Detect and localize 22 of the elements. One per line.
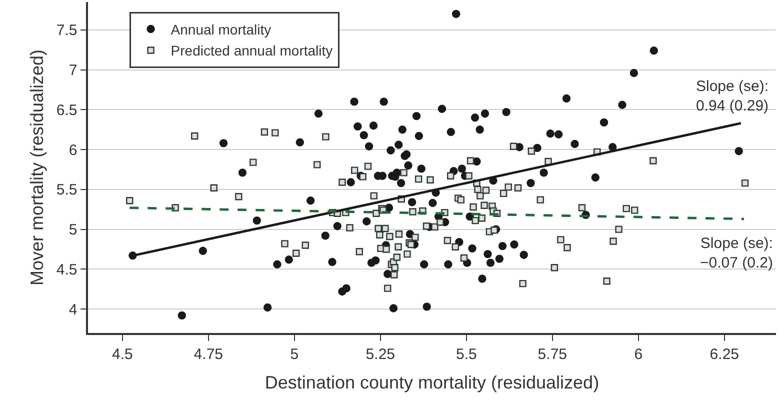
- y-tick-label: 7.5: [56, 22, 78, 40]
- annotation: Slope (se): −0.07 (0.2): [700, 235, 773, 272]
- y-tick-label: 4: [68, 301, 78, 318]
- y-tick-label: 6.5: [56, 102, 78, 119]
- x-tick-label: 4.75: [194, 346, 223, 363]
- y-tick-label: 6: [68, 142, 78, 159]
- x-tick-label: 5: [290, 346, 299, 363]
- legend-label: Annual mortality: [170, 21, 272, 38]
- y-tick-label: 7: [68, 62, 78, 80]
- x-tick-label: 5.5: [456, 346, 477, 363]
- y-axis-title: Mover mortality (residualized): [27, 49, 48, 286]
- x-tick-label: 6: [634, 346, 643, 363]
- y-tick-label: 5.5: [56, 182, 78, 199]
- x-tick-label: 6.25: [710, 346, 739, 363]
- x-tick-label: 4.5: [112, 346, 133, 363]
- x-tick-label: 5.25: [366, 346, 395, 363]
- legend-label: Predicted annual mortality: [170, 42, 333, 59]
- y-tick-label: 4.5: [56, 261, 78, 278]
- annotation: Slope (se): 0.94 (0.29): [696, 78, 769, 114]
- x-axis-title: Destination county mortality (residualized): [264, 372, 600, 392]
- y-tick-label: 5: [68, 222, 78, 239]
- x-tick-label: 5.75: [538, 346, 567, 363]
